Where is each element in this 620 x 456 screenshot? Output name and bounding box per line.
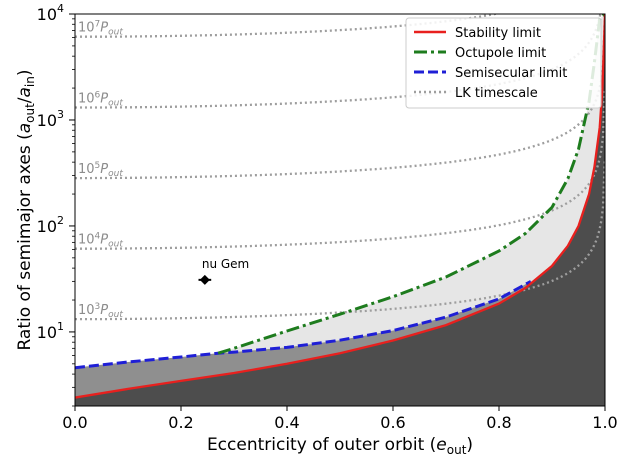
lk-curve <box>75 19 605 180</box>
lk-timescale-curves <box>75 14 605 321</box>
y-tick-label: 104 <box>37 2 64 24</box>
x-tick-label: 0.0 <box>62 413 87 432</box>
x-tick-label: 1.0 <box>592 413 617 432</box>
y-tick-label: 103 <box>37 108 64 130</box>
lk-curve-label: 103Pout <box>78 302 123 320</box>
nu-gem-label: nu Gem <box>202 257 249 271</box>
legend-stability-label: Stability limit <box>455 26 541 41</box>
y-tick-label: 101 <box>37 320 64 342</box>
octupole-region-fill <box>218 14 605 376</box>
lk-curve <box>75 160 605 321</box>
nu-gem-marker <box>199 274 210 285</box>
legend-semisecular-label: Semisecular limit <box>455 66 567 81</box>
stability-limit-line <box>75 14 605 399</box>
semisecular-limit-line <box>75 280 532 370</box>
x-tick-label: 0.8 <box>486 413 511 432</box>
legend-lk-label: LK timescale <box>455 86 538 101</box>
y-axis-ticks: 101 102 103 104 <box>37 2 75 407</box>
lk-curve-label: 104Pout <box>78 232 123 250</box>
x-tick-label: 0.6 <box>380 413 405 432</box>
plot-frame <box>74 13 606 407</box>
legend: Stability limit Octupole limit Semisecul… <box>405 17 602 109</box>
legend-octupole-label: Octupole limit <box>455 46 546 61</box>
semisecular-region-fill <box>75 281 531 398</box>
region-fills <box>75 14 605 406</box>
y-tick-label: 102 <box>37 214 64 236</box>
data-point-layer: nu Gem <box>198 257 249 285</box>
x-axis-ticks: 0.0 0.2 0.4 0.6 0.8 1.0 <box>62 406 618 432</box>
lk-curve <box>75 14 501 38</box>
x-tick-label: 0.2 <box>168 413 193 432</box>
lk-curve-label: 105Pout <box>78 161 123 179</box>
unstable-region-fill <box>75 14 605 406</box>
y-axis-label: Ratio of semimajor axes (aout/ain) <box>15 69 37 350</box>
x-axis-label: Eccentricity of outer orbit (eout) <box>207 435 473 456</box>
lk-curve-label: 107Pout <box>78 20 123 38</box>
lk-curve <box>75 89 605 250</box>
x-tick-label: 0.4 <box>274 413 299 432</box>
lk-curve-label: 106Pout <box>78 91 123 109</box>
legend-box <box>405 17 602 109</box>
lk-curve <box>75 14 602 109</box>
